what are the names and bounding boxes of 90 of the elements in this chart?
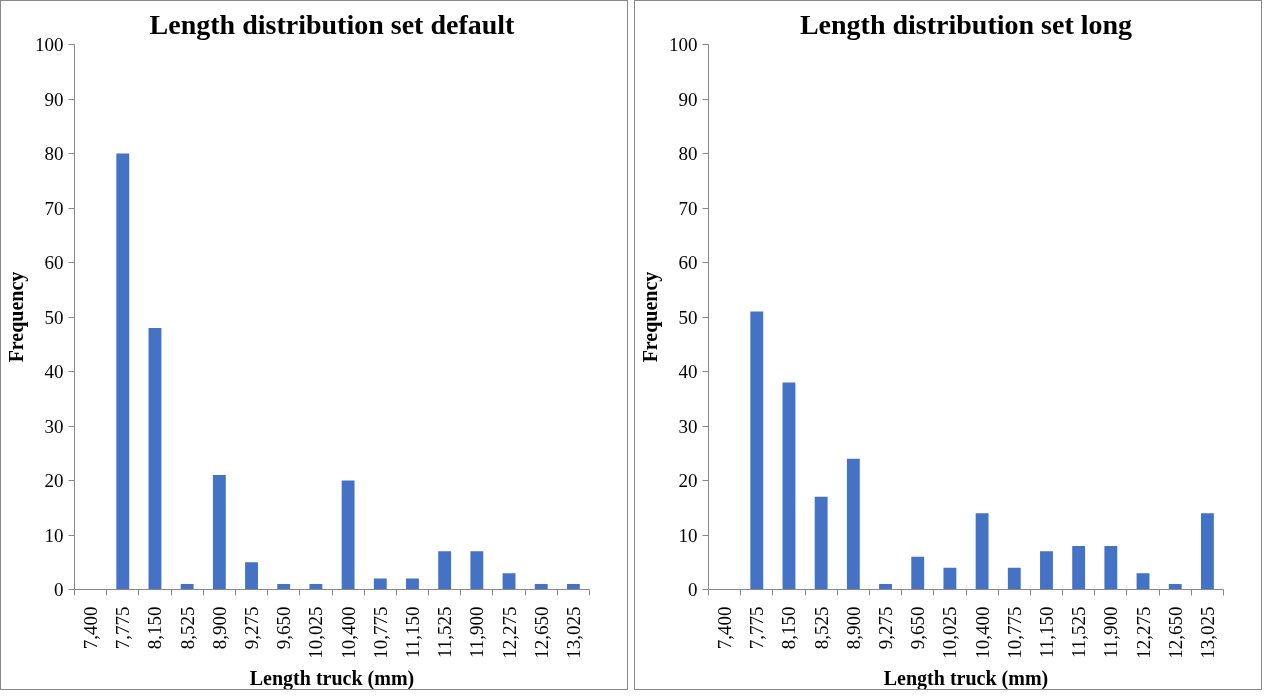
x-tick-label: 7,775 bbox=[746, 606, 768, 650]
x-tick-label: 12,650 bbox=[530, 606, 552, 659]
y-axis-title: Frequency bbox=[639, 271, 662, 363]
x-tick-label: 8,900 bbox=[208, 606, 230, 650]
x-tick-label: 11,900 bbox=[1100, 606, 1122, 659]
y-tick-label: 0 bbox=[688, 579, 698, 600]
x-tick-label: 11,525 bbox=[434, 606, 456, 659]
x-tick-label: 8,150 bbox=[778, 606, 800, 650]
y-tick-label: 100 bbox=[35, 34, 64, 55]
x-tick-label: 10,025 bbox=[305, 606, 327, 659]
bar bbox=[1040, 551, 1053, 590]
y-tick-label: 40 bbox=[44, 361, 64, 382]
y-tick-label: 0 bbox=[54, 579, 64, 600]
x-tick-label: 13,025 bbox=[1196, 606, 1218, 659]
x-tick-label: 8,150 bbox=[144, 606, 166, 650]
bar bbox=[1136, 573, 1150, 590]
bar bbox=[341, 480, 355, 590]
y-tick-label: 80 bbox=[678, 143, 698, 164]
x-tick-label: 10,400 bbox=[337, 606, 359, 659]
x-axis-title: Length truck (mm) bbox=[883, 666, 1049, 690]
bar bbox=[846, 458, 860, 590]
x-tick-label: 10,400 bbox=[971, 606, 993, 659]
y-tick-label: 70 bbox=[678, 197, 698, 219]
bar bbox=[1007, 567, 1021, 590]
y-tick-label: 10 bbox=[678, 524, 698, 546]
bar bbox=[373, 578, 387, 590]
x-tick-label: 9,650 bbox=[273, 606, 295, 650]
y-tick-label: 50 bbox=[678, 306, 698, 328]
x-axis-title: Length truck (mm) bbox=[249, 666, 415, 690]
bar bbox=[277, 584, 291, 590]
x-tick-label: 12,275 bbox=[498, 606, 520, 659]
bar bbox=[438, 551, 452, 590]
bar bbox=[116, 153, 130, 590]
y-tick-label: 30 bbox=[44, 415, 64, 437]
chart-title: Length distribution set default bbox=[149, 8, 516, 40]
bar bbox=[750, 311, 764, 590]
x-tick-label: 13,025 bbox=[562, 606, 584, 659]
bar bbox=[943, 567, 957, 590]
bar bbox=[534, 584, 548, 590]
bar bbox=[1200, 513, 1214, 590]
x-tick-label: 11,150 bbox=[401, 606, 423, 659]
bar bbox=[148, 327, 162, 590]
bar bbox=[470, 551, 484, 590]
bar bbox=[911, 556, 925, 590]
x-tick-label: 9,275 bbox=[875, 606, 897, 650]
y-tick-label: 60 bbox=[678, 252, 698, 273]
bar bbox=[975, 513, 989, 590]
y-tick-label: 30 bbox=[678, 415, 698, 437]
x-tick-label: 8,525 bbox=[176, 606, 198, 650]
y-tick-label: 70 bbox=[44, 197, 64, 219]
bar bbox=[1168, 584, 1182, 590]
x-tick-label: 12,650 bbox=[1164, 606, 1186, 659]
x-tick-label: 9,650 bbox=[907, 606, 929, 650]
bar bbox=[1072, 545, 1086, 590]
bar bbox=[566, 584, 580, 590]
y-tick-label: 80 bbox=[44, 143, 64, 164]
y-tick-label: 90 bbox=[44, 88, 64, 110]
bar bbox=[1104, 545, 1118, 590]
y-axis-title: Frequency bbox=[5, 271, 28, 363]
bar bbox=[180, 584, 194, 590]
x-tick-label: 10,775 bbox=[369, 606, 391, 659]
bar bbox=[245, 562, 258, 590]
bar bbox=[879, 584, 892, 590]
y-tick-label: 20 bbox=[678, 470, 698, 491]
y-tick-label: 100 bbox=[669, 34, 698, 55]
y-tick-label: 20 bbox=[44, 470, 64, 491]
x-tick-label: 10,775 bbox=[1003, 606, 1025, 659]
x-tick-label: 11,900 bbox=[466, 606, 488, 659]
bar bbox=[782, 382, 796, 590]
bar bbox=[212, 475, 226, 590]
y-tick-label: 40 bbox=[678, 361, 698, 382]
x-tick-label: 7,400 bbox=[80, 606, 102, 650]
x-tick-label: 7,775 bbox=[112, 606, 134, 650]
bar bbox=[309, 584, 323, 590]
x-tick-label: 12,275 bbox=[1132, 606, 1154, 659]
x-tick-label: 10,025 bbox=[939, 606, 961, 659]
y-tick-label: 50 bbox=[44, 306, 64, 328]
chart-title: Length distribution set long bbox=[799, 8, 1133, 40]
x-tick-label: 11,150 bbox=[1035, 606, 1057, 659]
y-tick-label: 90 bbox=[678, 88, 698, 110]
x-tick-label: 8,525 bbox=[810, 606, 832, 650]
bar bbox=[814, 496, 828, 590]
x-tick-label: 9,275 bbox=[241, 606, 263, 650]
x-tick-label: 11,525 bbox=[1068, 606, 1090, 659]
bar bbox=[502, 573, 516, 590]
y-tick-label: 60 bbox=[44, 252, 64, 273]
y-tick-label: 10 bbox=[44, 524, 64, 546]
bar bbox=[406, 578, 419, 590]
x-tick-label: 8,900 bbox=[842, 606, 864, 650]
x-tick-label: 7,400 bbox=[714, 606, 736, 650]
